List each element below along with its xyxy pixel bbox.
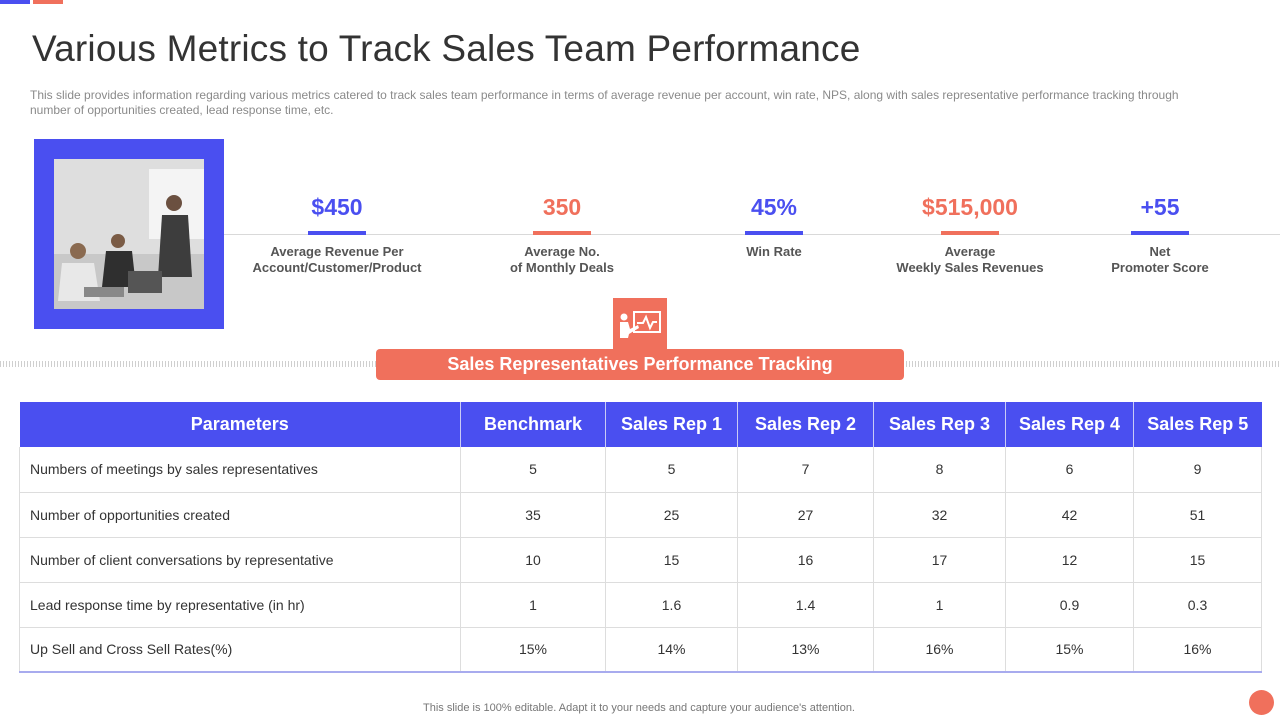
table-cell: Numbers of meetings by sales representat… <box>19 447 461 493</box>
kpi-underline <box>1131 231 1189 235</box>
table-cell: 15% <box>460 627 606 673</box>
table-cell: 0.3 <box>1133 582 1262 628</box>
kpi-underline <box>745 231 803 235</box>
table-cell: 16 <box>737 537 874 583</box>
kpi-underline <box>308 231 366 235</box>
column-header: Sales Rep 5 <box>1133 402 1262 447</box>
table-cell: 32 <box>873 492 1006 538</box>
table-cell: 12 <box>1005 537 1134 583</box>
table-cell: Number of opportunities created <box>19 492 461 538</box>
table-cell: 16% <box>873 627 1006 673</box>
table-cell: 10 <box>460 537 606 583</box>
presentation-chart-icon <box>611 296 669 352</box>
kpi-underline <box>533 231 591 235</box>
table-cell: 5 <box>605 447 738 493</box>
column-header: Sales Rep 3 <box>873 402 1006 447</box>
table-header-row: Parameters Benchmark Sales Rep 1 Sales R… <box>19 402 1262 447</box>
table-cell: 16% <box>1133 627 1262 673</box>
kpi-value: 350 <box>542 194 582 220</box>
column-header: Sales Rep 2 <box>737 402 874 447</box>
table-cell: 15 <box>1133 537 1262 583</box>
kpi-weekly-sales-revenues: $515,000 Average Weekly Sales Revenues <box>870 192 1070 276</box>
kpi-monthly-deals: 350 Average No. of Monthly Deals <box>472 192 652 276</box>
table-row: Number of opportunities created 35 25 27… <box>19 492 1262 538</box>
column-header: Parameters <box>19 402 461 447</box>
table-cell: 42 <box>1005 492 1134 538</box>
column-header: Benchmark <box>460 402 606 447</box>
table-cell: 1 <box>873 582 1006 628</box>
table-cell: 13% <box>737 627 874 673</box>
kpi-win-rate: 45% Win Rate <box>704 192 844 260</box>
table-cell: 5 <box>460 447 606 493</box>
table-cell: 51 <box>1133 492 1262 538</box>
table-cell: 25 <box>605 492 738 538</box>
table-cell: 7 <box>737 447 874 493</box>
table-cell: 15 <box>605 537 738 583</box>
table-row: Numbers of meetings by sales representat… <box>19 447 1262 493</box>
table-cell: Lead response time by representative (in… <box>19 582 461 628</box>
slide-subtitle: This slide provides information regardin… <box>30 88 1179 117</box>
footer-note: This slide is 100% editable. Adapt it to… <box>423 702 855 714</box>
table-cell: 6 <box>1005 447 1134 493</box>
kpi-underline <box>941 231 999 235</box>
top-accent-blue <box>0 0 30 4</box>
kpi-average-revenue: $450 Average Revenue Per Account/Custome… <box>244 192 430 276</box>
slide-title: Various Metrics to Track Sales Team Perf… <box>32 28 861 69</box>
corner-decoration-dot <box>1249 690 1274 715</box>
table-cell: 8 <box>873 447 1006 493</box>
section-banner: Sales Representatives Performance Tracki… <box>376 349 904 380</box>
table-cell: Up Sell and Cross Sell Rates(%) <box>19 627 461 673</box>
table-cell: 1.6 <box>605 582 738 628</box>
table-cell: 17 <box>873 537 1006 583</box>
kpi-value: $515,000 <box>922 194 1018 220</box>
kpi-label: Average Revenue Per Account/Customer/Pro… <box>252 244 422 275</box>
performance-table: Parameters Benchmark Sales Rep 1 Sales R… <box>19 402 1262 673</box>
table-cell: 15% <box>1005 627 1134 673</box>
kpi-value: $450 <box>311 194 363 220</box>
kpi-value: +55 <box>1140 194 1180 220</box>
photo-frame <box>34 139 224 329</box>
table-cell: 1 <box>460 582 606 628</box>
table-row: Up Sell and Cross Sell Rates(%) 15% 14% … <box>19 627 1262 673</box>
team-meeting-photo <box>54 159 204 309</box>
column-header: Sales Rep 4 <box>1005 402 1134 447</box>
kpi-label: Average No. of Monthly Deals <box>509 244 614 275</box>
kpi-label: Average Weekly Sales Revenues <box>896 244 1044 275</box>
table-cell: 1.4 <box>737 582 874 628</box>
table-row: Number of client conversations by repres… <box>19 537 1262 583</box>
column-header: Sales Rep 1 <box>605 402 738 447</box>
table-cell: 0.9 <box>1005 582 1134 628</box>
kpi-net-promoter-score: +55 Net Promoter Score <box>1090 192 1230 276</box>
kpi-value: 45% <box>750 194 798 220</box>
table-row: Lead response time by representative (in… <box>19 582 1262 628</box>
table-cell: 35 <box>460 492 606 538</box>
kpi-label: Win Rate <box>746 244 802 259</box>
top-accent-coral <box>33 0 63 4</box>
table-cell: 27 <box>737 492 874 538</box>
kpi-label: Net Promoter Score <box>1111 244 1209 275</box>
table-cell: Number of client conversations by repres… <box>19 537 461 583</box>
table-cell: 9 <box>1133 447 1262 493</box>
table-cell: 14% <box>605 627 738 673</box>
